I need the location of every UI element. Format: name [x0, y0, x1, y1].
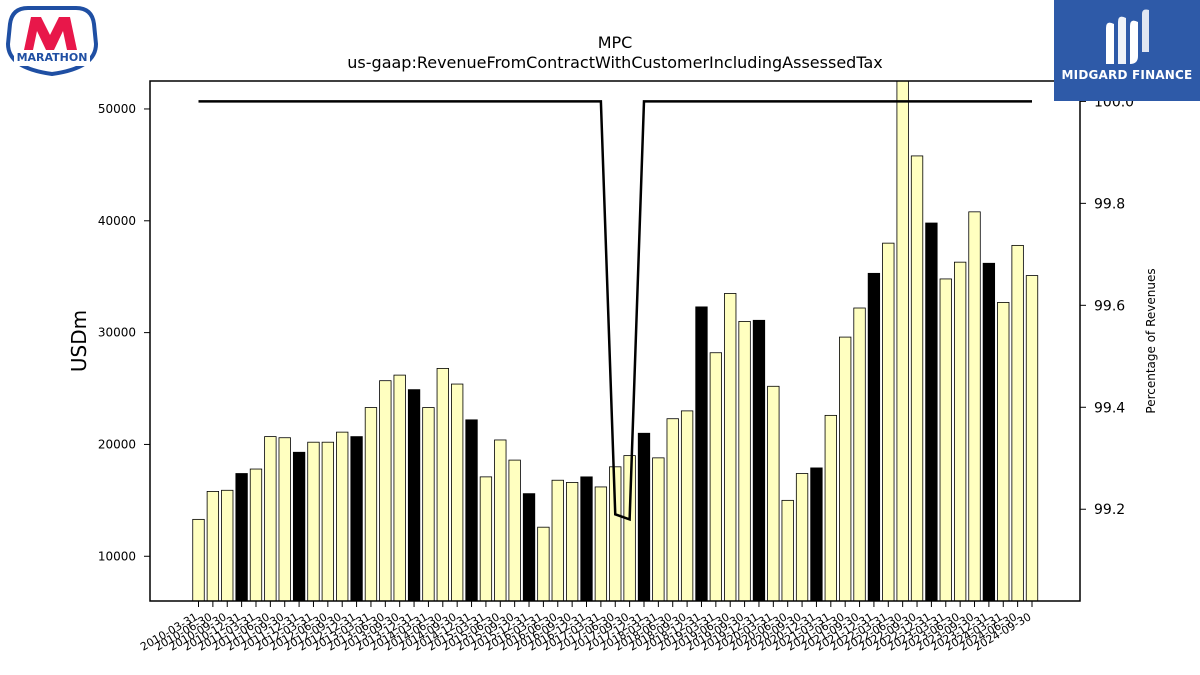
bar-2024-09-30 [1025, 275, 1039, 602]
bar-2013-03-31 [364, 407, 378, 602]
bar-2013-09-30 [393, 374, 406, 602]
bar-2020-09-30 [795, 473, 809, 602]
bar-2010-06-30 [206, 491, 220, 602]
bar-group [192, 80, 1039, 602]
bar-2016-06-30 [551, 479, 564, 602]
chart-title: MPC [598, 33, 633, 52]
bar-2021-03-31 [824, 414, 837, 602]
marathon-logo: MARATHON [4, 4, 100, 77]
bar-2021-06-30 [839, 336, 852, 602]
bar-2010-03-31 [192, 518, 205, 602]
y2-axis-label: Percentage of Revenues [1144, 268, 1158, 413]
y-tick-label: 10000 [98, 549, 136, 563]
bar-2020-06-30 [781, 499, 794, 602]
bar-2024-03-31 [997, 302, 1010, 602]
bar-2020-12-31 [810, 467, 823, 602]
bar-2021-12-31 [867, 272, 881, 602]
bar-2014-12-31 [465, 419, 478, 602]
bar-2020-03-31 [767, 385, 780, 602]
marathon-logo-icon [5, 6, 99, 77]
bar-2019-06-30 [724, 293, 737, 602]
chart-subtitle: us-gaap:RevenueFromContractWithCustomerI… [347, 53, 882, 72]
bar-2023-12-31 [982, 262, 996, 602]
bar-2013-06-30 [379, 380, 392, 602]
bar-2018-09-30 [680, 410, 694, 602]
bar-2017-12-31 [637, 432, 651, 602]
x-axis-ticks: 2010-03-312010-06-302010-09-302010-12-31… [138, 601, 1034, 654]
midgard-logo-icon [1106, 9, 1149, 65]
bar-2021-09-30 [853, 307, 866, 602]
bar-2023-06-30 [954, 261, 967, 602]
bar-2013-12-31 [407, 389, 421, 602]
bar-2015-06-30 [494, 439, 507, 602]
y2-tick-label: 99.4 [1094, 400, 1125, 416]
bar-2012-03-31 [307, 441, 320, 602]
bar-2019-09-30 [738, 321, 751, 602]
midgard-logo: MIDGARD FINANCE [1054, 0, 1200, 101]
y2-tick-label: 99.6 [1094, 298, 1125, 314]
bar-2018-06-30 [666, 418, 679, 602]
y-tick-label: 40000 [98, 214, 136, 228]
bar-2010-12-31 [235, 473, 248, 602]
bar-2023-09-30 [968, 211, 981, 602]
bar-2016-12-31 [580, 476, 593, 602]
bar-2011-12-31 [292, 451, 306, 602]
bar-2022-12-31 [925, 222, 938, 602]
bar-2010-09-30 [221, 489, 234, 602]
bar-2018-12-31 [695, 306, 708, 602]
bar-2022-03-31 [882, 242, 895, 602]
bar-2022-06-30 [896, 80, 909, 602]
bar-2011-06-30 [264, 436, 277, 602]
bar-2023-03-31 [939, 278, 952, 602]
bar-2014-03-31 [422, 407, 435, 602]
y2-tick-label: 99.2 [1094, 502, 1125, 518]
midgard-logo-text: MIDGARD FINANCE [1061, 68, 1193, 82]
bar-2014-09-30 [451, 383, 464, 602]
bar-2017-09-30 [623, 455, 636, 602]
bar-2019-03-31 [709, 352, 722, 602]
bar-2017-03-31 [594, 486, 608, 602]
bar-2012-06-30 [321, 441, 334, 602]
y-axis-label: USDm [67, 310, 91, 372]
bar-2018-03-31 [652, 457, 665, 602]
line-layer [198, 100, 1032, 522]
bar-2024-06-30 [1011, 244, 1024, 602]
bar-2022-09-30 [910, 155, 924, 602]
bar-2011-03-31 [249, 468, 263, 602]
y-axis-ticks: 10000 20000 30000 40000 50000 [98, 102, 150, 563]
bar-2015-03-31 [479, 476, 493, 602]
percentage-line [198, 100, 1032, 522]
bar-2016-03-31 [537, 526, 550, 602]
bar-2016-09-30 [565, 482, 579, 602]
bar-2011-09-30 [278, 437, 291, 602]
y2-tick-label: 99.8 [1094, 196, 1125, 212]
marathon-logo-text: MARATHON [16, 51, 88, 64]
bar-2012-09-30 [336, 431, 349, 602]
y-tick-label: 50000 [98, 102, 136, 116]
y-tick-label: 30000 [98, 326, 136, 340]
bar-2015-09-30 [508, 459, 521, 602]
bar-2012-12-31 [350, 436, 363, 602]
y-tick-label: 20000 [98, 437, 136, 451]
bar-2014-06-30 [436, 367, 449, 602]
bar-2015-12-31 [522, 493, 536, 602]
bar-2019-12-31 [752, 319, 766, 602]
